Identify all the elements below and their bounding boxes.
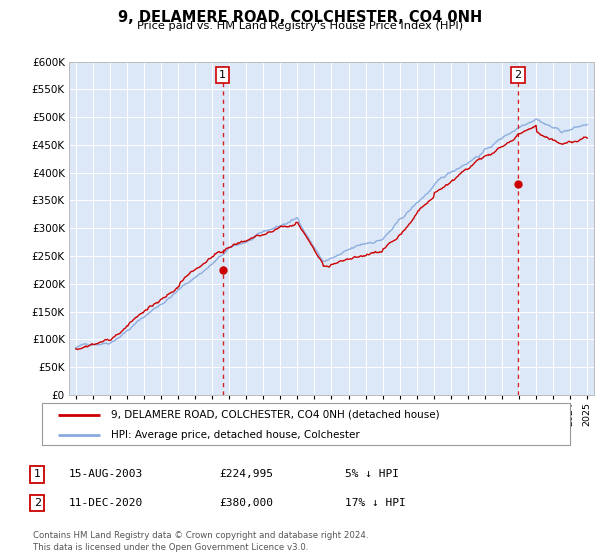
Text: 1: 1 bbox=[34, 469, 41, 479]
Text: £380,000: £380,000 bbox=[219, 498, 273, 508]
Text: HPI: Average price, detached house, Colchester: HPI: Average price, detached house, Colc… bbox=[110, 430, 359, 440]
Text: 17% ↓ HPI: 17% ↓ HPI bbox=[345, 498, 406, 508]
Text: 15-AUG-2003: 15-AUG-2003 bbox=[69, 469, 143, 479]
Text: 2: 2 bbox=[34, 498, 41, 508]
Text: £224,995: £224,995 bbox=[219, 469, 273, 479]
Text: 9, DELAMERE ROAD, COLCHESTER, CO4 0NH (detached house): 9, DELAMERE ROAD, COLCHESTER, CO4 0NH (d… bbox=[110, 410, 439, 420]
FancyBboxPatch shape bbox=[42, 403, 570, 445]
Text: 5% ↓ HPI: 5% ↓ HPI bbox=[345, 469, 399, 479]
Text: 9, DELAMERE ROAD, COLCHESTER, CO4 0NH: 9, DELAMERE ROAD, COLCHESTER, CO4 0NH bbox=[118, 10, 482, 25]
Text: 11-DEC-2020: 11-DEC-2020 bbox=[69, 498, 143, 508]
Text: Contains HM Land Registry data © Crown copyright and database right 2024.
This d: Contains HM Land Registry data © Crown c… bbox=[33, 531, 368, 552]
Text: Price paid vs. HM Land Registry's House Price Index (HPI): Price paid vs. HM Land Registry's House … bbox=[137, 21, 463, 31]
Text: 2: 2 bbox=[515, 70, 522, 80]
Text: 1: 1 bbox=[219, 70, 226, 80]
